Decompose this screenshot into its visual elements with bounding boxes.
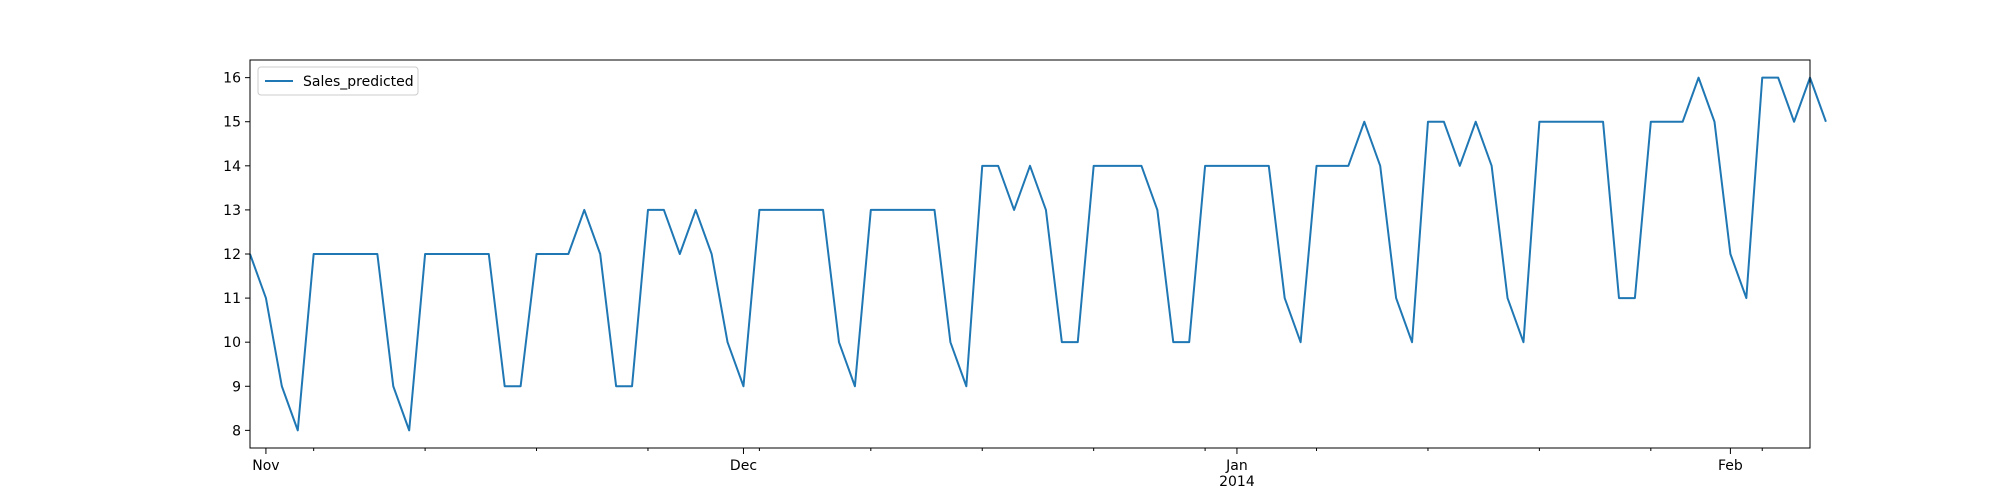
- x-tick-label: Jan: [1225, 458, 1248, 474]
- y-tick-label: 15: [223, 115, 241, 131]
- legend-box: [257, 66, 419, 96]
- series-line: [249, 76, 1827, 432]
- x-tick-label: Feb: [1718, 458, 1743, 474]
- x-tick-label: Nov: [252, 458, 279, 474]
- y-axis: 8 9 10 11 12 13 14 15 16: [223, 71, 250, 439]
- y-tick-label: 9: [232, 379, 241, 395]
- axes-frame: [249, 59, 1811, 449]
- y-tick-label: 13: [223, 203, 241, 219]
- series-layer: [249, 76, 1827, 432]
- y-tick-label: 11: [223, 291, 241, 307]
- x-tick-label: Dec: [730, 458, 757, 474]
- y-tick-label: 14: [223, 159, 241, 175]
- legend: Sales_predicted: [257, 66, 419, 96]
- y-tick-label: 12: [223, 247, 241, 263]
- x-tick-sublabel: 2014: [1219, 474, 1255, 490]
- legend-label: Sales_predicted: [303, 74, 414, 90]
- y-tick-label: 8: [232, 423, 241, 439]
- y-tick-label: 16: [223, 71, 241, 87]
- y-tick-label: 10: [223, 335, 241, 351]
